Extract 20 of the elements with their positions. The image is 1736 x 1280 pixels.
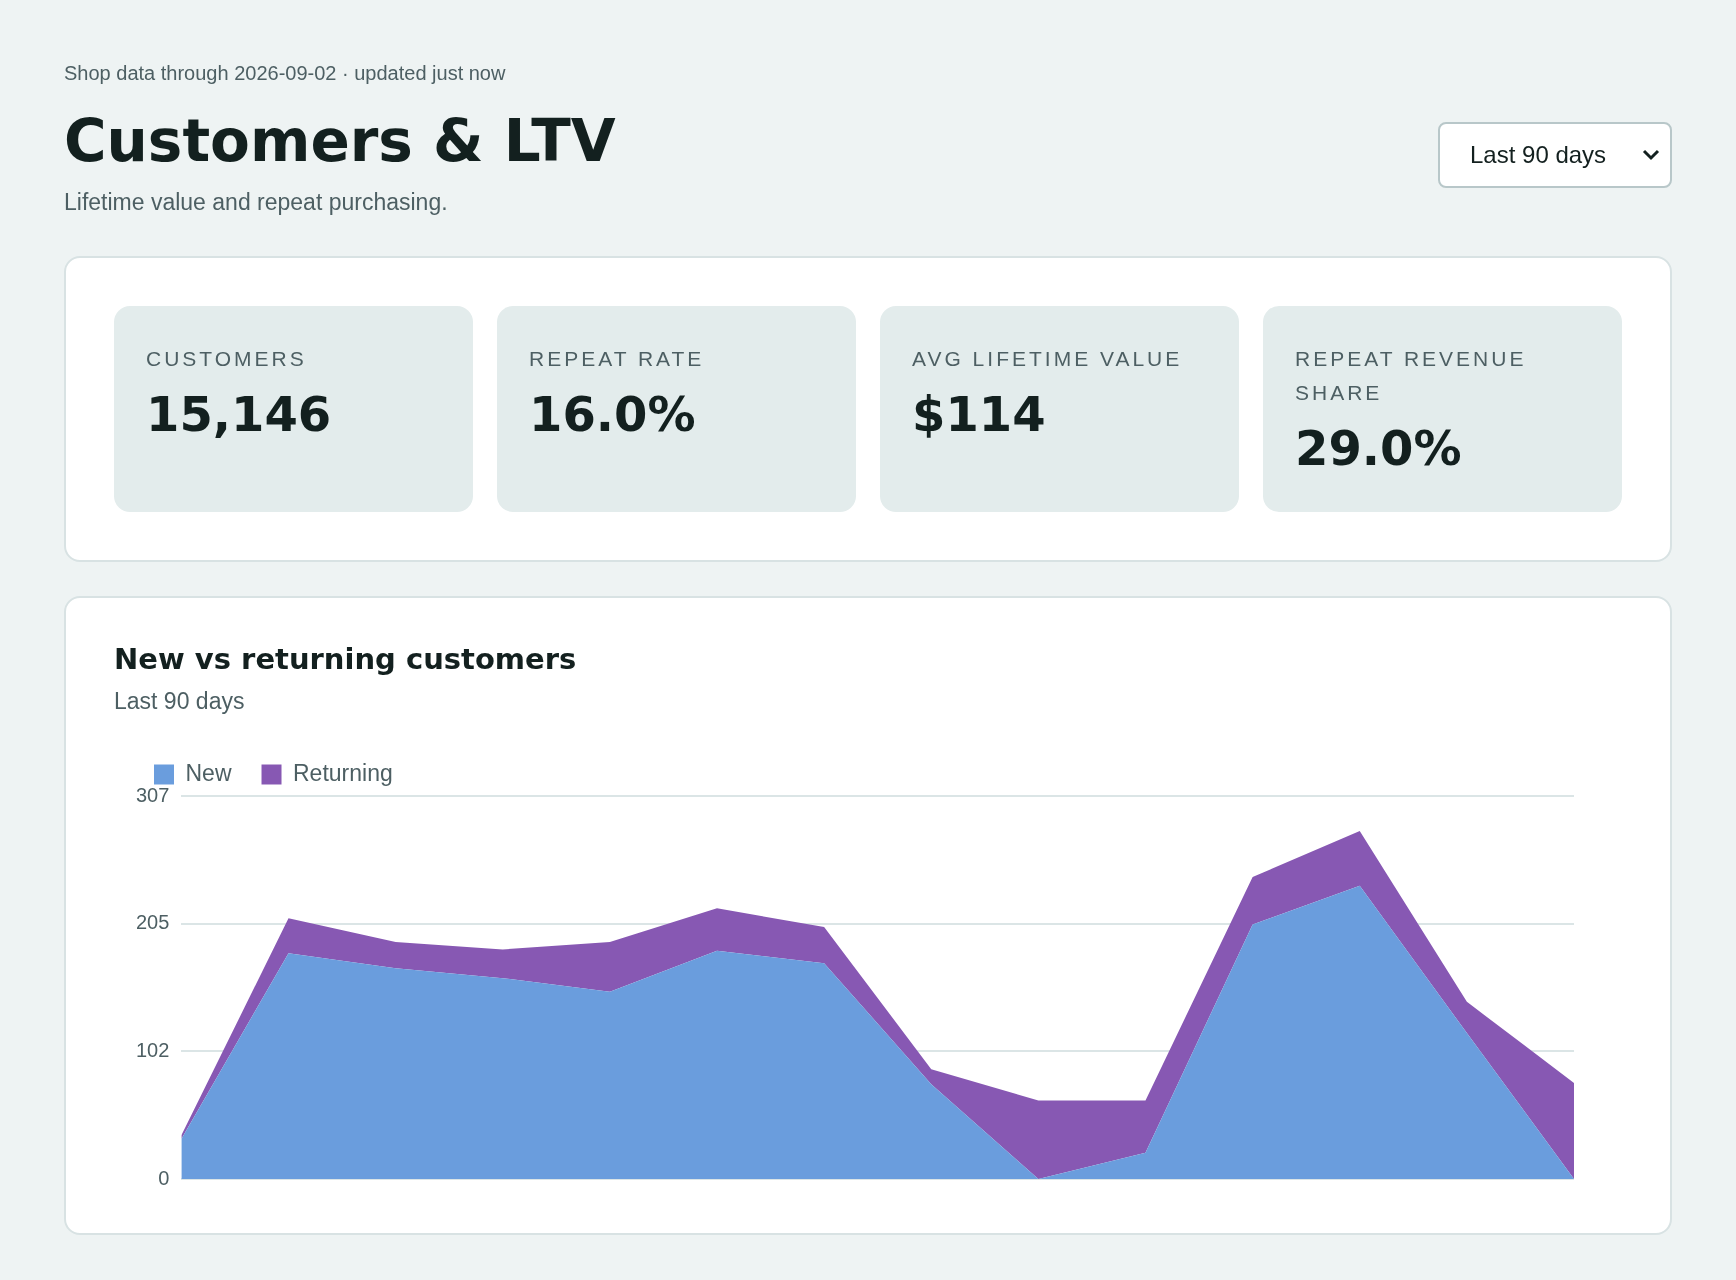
text: Lifetime value and repeat purchasing. [64,189,449,216]
period-dropdown: Last 90 days [1438,122,1672,188]
chart-title: New vs returning customers [114,642,578,676]
y-tick-label: 102 [135,1038,170,1061]
text: 29.0% [1295,420,1462,476]
text: Shop data through 2026-09-02 · updated just now [64,62,507,85]
y-tick-label: 0 [158,1166,170,1189]
category-label: AVG LIFETIME VALUE [912,346,1184,372]
legend-label: Returning [293,759,393,786]
text: $114 [912,386,1046,442]
text: 16.0% [529,386,696,442]
text: Customers & LTV [64,107,616,175]
text: 15,146 [146,386,332,442]
chart-subtitle: Last 90 days [114,688,246,715]
category-label: REPEAT RATE [529,346,706,372]
y-tick-label: 205 [135,911,170,934]
category-label: REPEAT REVENUE SHARE [1295,346,1528,406]
legend-label: New [185,759,232,786]
y-tick-label: 307 [135,783,170,806]
category-label: CUSTOMERS [146,346,308,372]
